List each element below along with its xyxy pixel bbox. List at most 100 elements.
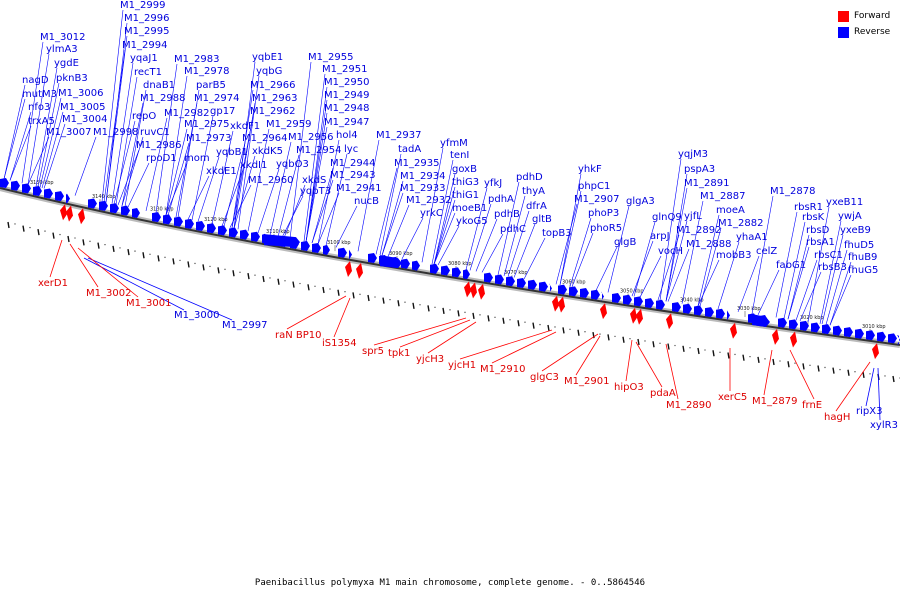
leader-line	[311, 179, 334, 244]
reverse-gene-label: pdhB	[494, 209, 520, 220]
reverse-gene-label: fabG1	[776, 260, 806, 271]
leader-line	[607, 205, 630, 293]
leader-line	[787, 234, 810, 320]
forward-gene-arrow	[636, 308, 643, 325]
leader-line	[223, 142, 246, 227]
minor-tick	[112, 245, 115, 253]
reverse-gene-label: M1_2956	[288, 132, 333, 143]
reverse-gene-arrow	[727, 310, 730, 321]
reverse-gene-arrow	[484, 272, 493, 283]
reverse-gene-arrow	[694, 305, 703, 316]
leader-line	[165, 128, 188, 216]
minor-dot	[329, 288, 331, 290]
map-caption: Paenibacillus polymyxa M1 main chromosom…	[254, 578, 646, 588]
leader-line	[571, 232, 594, 287]
reverse-gene-label: hol4	[336, 130, 358, 141]
leader-line	[379, 153, 402, 256]
minor-dot	[59, 233, 61, 236]
minor-dot	[794, 362, 796, 364]
minor-tick	[67, 235, 70, 243]
leader-line	[665, 173, 688, 302]
minor-tick	[442, 307, 445, 314]
leader-line	[317, 192, 340, 245]
minor-dot	[839, 368, 841, 371]
leader-line	[387, 204, 410, 257]
minor-dot	[134, 250, 136, 252]
reverse-gene-label: fhuB9	[848, 252, 877, 263]
leader-line	[433, 173, 456, 265]
reverse-gene-label: yqaJ1	[130, 53, 158, 64]
reverse-gene-label: thiG3	[452, 177, 479, 188]
minor-tick	[292, 281, 295, 288]
minor-dot	[569, 328, 571, 331]
reverse-gene-label: xkdK5	[252, 146, 283, 157]
label-leader-lines	[3, 9, 881, 421]
forward-gene-label: frnE	[802, 400, 822, 411]
legend-reverse: Reverse	[838, 24, 890, 40]
leader-line	[69, 243, 99, 288]
reverse-gene-label: yqbB1	[216, 147, 248, 158]
leader-line	[433, 186, 456, 265]
minor-dot	[149, 253, 151, 255]
minor-dot	[434, 306, 436, 309]
minor-dot	[479, 314, 481, 316]
reverse-gene-arrow	[251, 231, 260, 242]
reverse-gene-label: thiG1	[452, 190, 479, 201]
minor-tick	[757, 356, 760, 363]
reverse-gene-label: yhkF	[578, 164, 602, 175]
leader-line	[311, 167, 334, 244]
forward-gene-arrow	[772, 328, 779, 345]
leader-line	[187, 175, 210, 220]
forward-swatch	[838, 10, 849, 22]
reverse-gene-arrow	[0, 178, 9, 188]
forward-gene-label: xerD1	[38, 278, 68, 289]
minor-tick	[532, 322, 535, 329]
leader-line	[41, 111, 64, 189]
reverse-gene-label: yxeB11	[826, 197, 863, 208]
reverse-gene-label: yfmM	[440, 138, 468, 149]
leader-line	[665, 220, 688, 302]
leader-line	[231, 89, 254, 229]
reverse-gene-label: M1_2986	[136, 140, 181, 151]
minor-tick	[52, 232, 55, 239]
leader-line	[559, 190, 582, 285]
minor-dot	[194, 262, 196, 265]
tick-label: 3030 kbp	[737, 306, 761, 312]
reverse-gene-label: M1_2948	[324, 103, 369, 114]
minor-tick	[322, 286, 325, 294]
reverse-gene-arrow	[99, 200, 108, 211]
reverse-gene-label: vocH	[658, 246, 683, 257]
leader-line	[737, 255, 760, 313]
leader-line	[121, 136, 144, 206]
minor-dot	[164, 256, 166, 259]
reverse-gene-label: pdhC	[500, 224, 526, 235]
leader-line	[145, 117, 168, 211]
reverse-gene-label: M1_3000	[174, 310, 219, 321]
leader-line	[665, 343, 679, 400]
leader-line	[175, 102, 198, 218]
leader-line	[717, 241, 740, 310]
reverse-gene-arrow	[229, 227, 238, 238]
reverse-gene-arrow	[88, 198, 97, 209]
forward-gene-arrow	[558, 296, 565, 313]
tick-label: 3140 kbp	[92, 194, 116, 200]
reverse-gene-label: xkdE1	[206, 166, 237, 177]
reverse-gene-arrow	[33, 185, 42, 196]
leader-line	[667, 248, 690, 302]
minor-tick	[367, 294, 370, 302]
forward-gene-label: glgC3	[530, 372, 559, 383]
leader-line	[433, 199, 456, 265]
minor-dot	[539, 323, 541, 326]
reverse-gene-arrow	[855, 328, 864, 339]
leader-line	[507, 210, 530, 277]
reverse-gene-arrow	[349, 249, 352, 260]
reverse-gene-label: recT1	[134, 67, 162, 78]
leader-line	[247, 128, 270, 232]
leader-line	[757, 269, 780, 315]
leader-line	[375, 167, 398, 255]
forward-gene-label: spr5	[362, 346, 384, 357]
reverse-gene-label: M1_2892	[676, 225, 721, 236]
minor-dot	[584, 331, 586, 333]
reverse-gene-label: M1_2973	[186, 133, 231, 144]
